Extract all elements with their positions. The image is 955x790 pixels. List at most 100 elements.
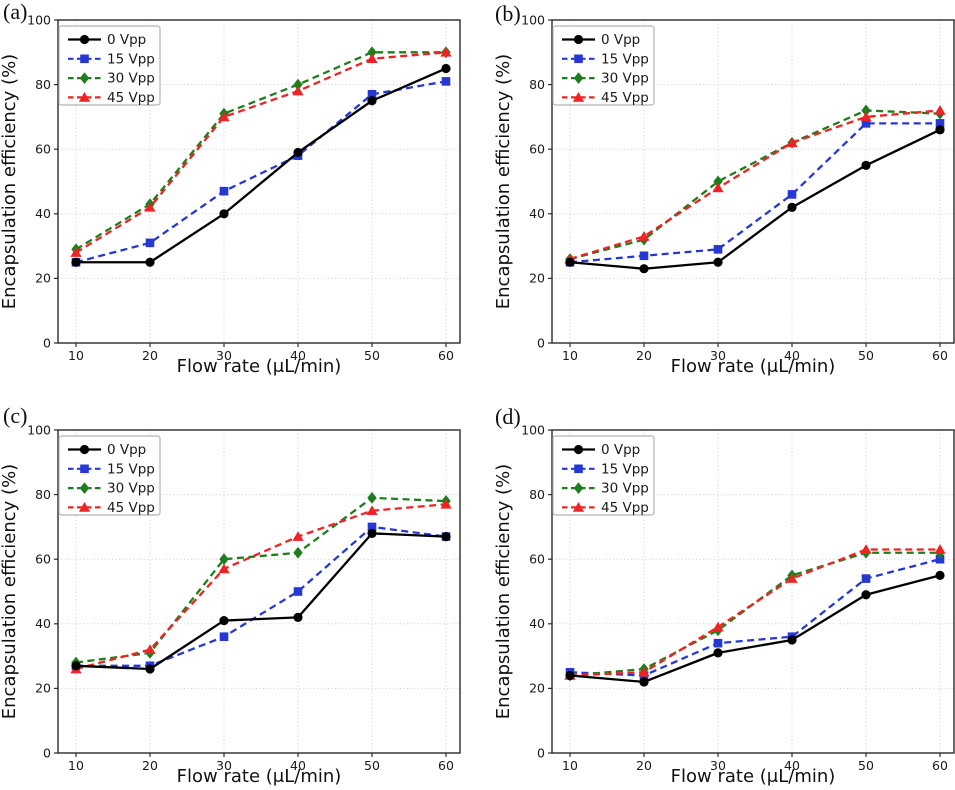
panel-label-c: (c) xyxy=(3,403,28,428)
data-point-marker xyxy=(367,46,377,59)
legend-marker-square xyxy=(574,54,583,64)
x-tick-label: 10 xyxy=(68,348,84,363)
x-tick-label: 40 xyxy=(290,348,306,363)
legend-box xyxy=(58,435,161,516)
y-tick-label: 80 xyxy=(529,77,545,92)
series-line-15-vpp xyxy=(76,525,447,667)
x-tick-label: 20 xyxy=(142,758,158,773)
y-tick-label: 80 xyxy=(35,487,51,502)
data-point-marker xyxy=(934,544,946,554)
x-tick-label: 30 xyxy=(710,758,726,773)
x-tick-label: 50 xyxy=(858,348,874,363)
legend-label: 15 Vpp xyxy=(601,461,649,477)
y-tick-label: 60 xyxy=(35,142,51,157)
y-tick-label: 60 xyxy=(529,142,545,157)
legend-marker-triangle xyxy=(78,502,91,512)
chart-panel-a: 10 20 30 40 50 60 0 20 40 60 80 100 Flow rate (μL/mi… xyxy=(0,12,461,377)
y-tick-label: 20 xyxy=(35,681,51,696)
y-tick-label: 0 xyxy=(537,335,545,350)
data-point-marker xyxy=(638,231,650,241)
x-tick-label: 40 xyxy=(784,758,800,773)
series-line-30-vpp xyxy=(569,551,940,677)
legend-label: 45 Vpp xyxy=(601,90,649,106)
chart-panel-b: 10 20 30 40 50 60 0 20 40 60 80 100 Flow rate (μL/mi… xyxy=(494,12,955,377)
plot-border xyxy=(551,429,955,754)
data-point-marker xyxy=(293,147,303,158)
series-line-15-vpp xyxy=(75,80,447,264)
x-tick-label: 50 xyxy=(858,758,874,773)
y-axis-title: Encapsulation efficiency (%) xyxy=(0,464,20,719)
panel-label-d: (d) xyxy=(495,404,521,429)
x-tick-label: 50 xyxy=(364,758,380,773)
legend-marker-triangle xyxy=(572,92,585,102)
chart-panel-c: 10 20 30 40 50 60 0 20 40 60 80 100 Flow rate (μL/mi… xyxy=(0,422,461,787)
y-tick-label: 80 xyxy=(35,77,51,92)
data-point-marker xyxy=(861,119,871,128)
data-point-marker xyxy=(934,105,946,115)
data-point-marker xyxy=(861,160,871,170)
legend-label: 30 Vpp xyxy=(107,71,155,87)
legend-box xyxy=(58,25,161,106)
legend-label: 45 Vpp xyxy=(107,500,155,516)
data-point-marker xyxy=(367,528,377,538)
legend-box xyxy=(552,25,655,106)
legend-label: 30 Vpp xyxy=(601,71,649,87)
data-point-marker xyxy=(293,78,303,91)
y-tick-label: 80 xyxy=(529,487,545,502)
data-point-marker xyxy=(366,53,378,64)
series-line-45-vpp xyxy=(75,503,447,671)
data-point-marker xyxy=(639,264,649,274)
legend-marker-circle xyxy=(79,34,90,45)
x-tick-label: 40 xyxy=(784,348,800,363)
data-point-marker xyxy=(292,85,304,96)
legend-label: 0 Vpp xyxy=(601,442,640,458)
legend-label: 30 Vpp xyxy=(107,481,155,497)
data-point-marker xyxy=(144,644,156,654)
data-point-marker xyxy=(367,522,377,532)
data-point-marker xyxy=(860,111,872,122)
data-point-marker xyxy=(861,590,871,600)
data-point-marker xyxy=(441,77,451,86)
series-line-0-vpp xyxy=(75,532,447,671)
legend-label: 45 Vpp xyxy=(601,500,649,516)
data-point-marker xyxy=(293,587,303,596)
data-point-marker xyxy=(713,257,723,267)
data-point-marker xyxy=(787,202,797,212)
y-tick-label: 60 xyxy=(35,552,51,567)
data-point-marker xyxy=(441,531,451,542)
x-axis-title: Flow rate (μL/min) xyxy=(177,766,342,787)
data-point-marker xyxy=(639,251,649,261)
data-point-marker xyxy=(713,638,723,648)
data-point-marker xyxy=(144,201,156,212)
legend-label: 0 Vpp xyxy=(107,32,146,48)
data-point-marker xyxy=(786,573,798,583)
data-point-marker xyxy=(639,677,649,687)
data-point-marker xyxy=(367,89,377,99)
x-axis-title: Flow rate (μL/min) xyxy=(177,356,342,377)
y-tick-label: 100 xyxy=(521,422,545,437)
series-line-30-vpp xyxy=(75,51,446,251)
legend-marker-triangle xyxy=(78,92,91,102)
legend-label: 45 Vpp xyxy=(107,90,155,106)
data-point-marker xyxy=(712,182,724,193)
legend-marker-diamond xyxy=(79,482,90,494)
x-tick-label: 50 xyxy=(364,348,380,363)
panel-label-b: (b) xyxy=(495,1,521,26)
data-point-marker xyxy=(218,111,230,122)
data-point-marker xyxy=(712,621,724,632)
data-point-marker xyxy=(860,544,872,554)
data-point-marker xyxy=(218,563,230,574)
plot-border xyxy=(57,19,461,344)
data-point-marker xyxy=(861,104,871,117)
y-tick-label: 100 xyxy=(27,12,51,27)
x-tick-label: 10 xyxy=(562,758,578,773)
data-point-marker xyxy=(293,546,303,559)
data-point-marker xyxy=(786,137,798,148)
series-line-0-vpp xyxy=(569,574,941,684)
data-point-marker xyxy=(440,46,452,57)
series-line-45-vpp xyxy=(75,51,447,254)
data-point-marker xyxy=(292,531,304,541)
legend-label: 30 Vpp xyxy=(601,481,649,497)
panel-label-a: (a) xyxy=(3,0,28,24)
